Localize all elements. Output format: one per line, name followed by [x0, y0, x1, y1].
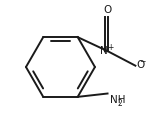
- Text: +: +: [107, 43, 113, 52]
- Text: −: −: [139, 57, 146, 66]
- Text: O: O: [103, 5, 112, 15]
- Text: O: O: [136, 60, 144, 70]
- Text: 2: 2: [117, 99, 122, 108]
- Text: NH: NH: [110, 95, 125, 105]
- Text: N: N: [100, 46, 107, 56]
